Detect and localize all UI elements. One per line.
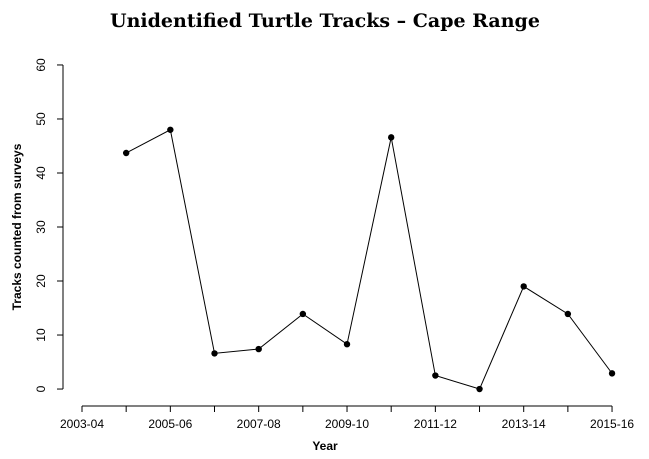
x-tick-label: 2003-04 <box>60 417 104 431</box>
data-point <box>167 126 174 133</box>
x-tick-label: 2005-06 <box>148 417 192 431</box>
y-axis-title: Tracks counted from surveys <box>10 143 24 310</box>
data-point <box>255 345 262 353</box>
x-tick-label: 2015-16 <box>590 417 634 431</box>
y-tick-label: 20 <box>34 274 48 288</box>
data-point <box>343 341 351 348</box>
y-tick-label: 50 <box>34 112 48 126</box>
data-point <box>564 310 572 318</box>
data-point <box>520 283 527 290</box>
data-point <box>211 350 218 357</box>
x-tick-label: 2011-12 <box>414 417 457 431</box>
data-point <box>608 370 616 377</box>
series-line <box>125 129 613 390</box>
x-tick-label: 2007-08 <box>237 417 281 431</box>
y-tick-label: 10 <box>34 328 48 342</box>
y-tick-label: 30 <box>34 220 48 234</box>
x-tick-label: 2013-14 <box>502 417 546 431</box>
data-point <box>299 310 307 318</box>
y-tick-label: 60 <box>34 58 48 72</box>
chart-title: Unidentified Turtle Tracks – Cape Range <box>110 10 540 32</box>
y-tick-label: 40 <box>34 166 48 180</box>
x-tick-label: 2009-10 <box>325 417 369 431</box>
data-point <box>122 149 130 157</box>
data-point <box>476 385 483 393</box>
data-point <box>432 372 439 379</box>
data-point <box>387 134 395 141</box>
y-tick-label: 0 <box>34 385 48 392</box>
x-axis-title: Year <box>312 439 338 453</box>
